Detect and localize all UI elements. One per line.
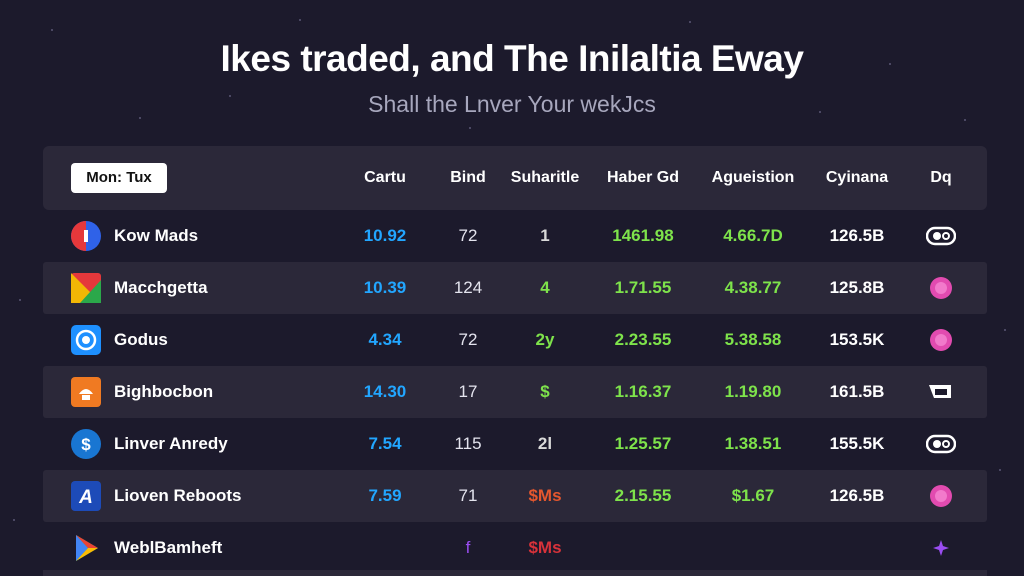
cell-cartu: 14.30 (363, 382, 407, 401)
cell-agueistion: 1.19.80 (724, 382, 782, 401)
blue-a-logo: A (70, 480, 102, 512)
table-row[interactable]: WeblBamheft f $Ms (43, 522, 987, 574)
column-header-agueistion[interactable]: Agueistion (711, 169, 795, 186)
pink-orb-icon[interactable] (913, 314, 969, 366)
table-row[interactable]: Bighbocbon 14.30 17 $1.16.37 1.19.80 161.5B (43, 366, 987, 418)
cell-cyinana: 161.5B (829, 382, 885, 401)
cell-bind: 72 (458, 330, 478, 349)
cell-haber-gd (595, 522, 691, 574)
table-row[interactable]: A Lioven Reboots 7.59 71 $Ms 2.15.55 $1.67 126.… (43, 470, 987, 522)
blue-dollar-logo: $ (70, 428, 102, 460)
table-row[interactable]: $ Linver Anredy 7.54 115 2l 1.25.57 1.38.51 155… (43, 418, 987, 470)
row-name: Godus (114, 330, 168, 349)
cell-suharitle: 1 (540, 226, 550, 245)
cell-suharitle: $ (540, 382, 550, 401)
page-subtitle: Shall the Lnver Your wekJcs (368, 91, 656, 117)
cell-bind: 115 (454, 434, 482, 453)
cell-cyinana: 155.5K (829, 434, 885, 453)
cell-cyinana: 126.5B (829, 486, 885, 505)
cell-haber-gd: 1461.98 (612, 226, 674, 245)
cell-suharitle: 4 (540, 278, 550, 297)
pink-orb-icon[interactable] (913, 262, 969, 314)
cell-cartu: 10.39 (363, 278, 407, 297)
column-header-cartu[interactable]: Cartu (364, 169, 406, 186)
column-header-dq[interactable]: Dq (930, 169, 952, 186)
cell-suharitle: 2l (537, 434, 553, 453)
blue-globe-logo (70, 324, 102, 356)
red-blue-circle-logo (70, 220, 102, 252)
orange-square-logo (70, 376, 102, 408)
table-header: Mon: Tux Cartu Bind Suharitle Haber Gd A… (43, 146, 987, 210)
cell-cartu: 4.34 (368, 330, 402, 349)
cell-haber-gd: 2.23.55 (614, 330, 672, 349)
cell-cyinana: 153.5K (829, 330, 885, 349)
row-name: WeblBamheft (114, 538, 223, 557)
toggle-eye-icon[interactable] (913, 418, 969, 470)
cell-suharitle: 2y (535, 330, 555, 349)
cell-bind: f (465, 538, 471, 557)
pink-orb-icon[interactable] (913, 470, 969, 522)
cell-agueistion: 1.38.51 (724, 434, 782, 453)
column-header-suharitle[interactable]: Suharitle (510, 169, 580, 186)
cell-agueistion: 4.66.7D (723, 226, 783, 245)
toggle-eye-icon[interactable] (913, 210, 969, 262)
row-name: Macchgetta (114, 278, 208, 297)
cell-cartu: 7.59 (368, 486, 402, 505)
cell-agueistion: 5.38.58 (724, 330, 782, 349)
cell-cyinana (815, 522, 899, 574)
cell-bind: 124 (453, 278, 483, 297)
cell-suharitle: $Ms (528, 486, 562, 505)
cup-icon[interactable] (913, 366, 969, 418)
data-table: Mon: Tux Cartu Bind Suharitle Haber Gd A… (43, 146, 987, 574)
purple-star-icon[interactable] (913, 522, 969, 574)
cell-cartu: 7.54 (368, 434, 402, 453)
cell-agueistion (701, 522, 805, 574)
row-name: Bighbocbon (114, 382, 214, 401)
cell-bind: 72 (458, 226, 478, 245)
cell-bind: 71 (458, 486, 478, 505)
table-footer-edge (43, 570, 987, 576)
svg-text:A: A (78, 487, 93, 508)
filter-chip[interactable]: Mon: Tux (71, 163, 167, 193)
cell-haber-gd: 1.71.55 (614, 278, 672, 297)
cell-cyinana: 125.8B (829, 278, 885, 297)
cell-haber-gd: 1.25.57 (614, 434, 672, 453)
column-header-bind[interactable]: Bind (450, 169, 486, 186)
row-name: Lioven Reboots (114, 486, 242, 505)
column-header-cyinana[interactable]: Cyinana (825, 169, 889, 186)
table-row[interactable]: Kow Mads 10.92 72 1 1461.98 4.66.7D 126.5B (43, 210, 987, 262)
table-row[interactable]: Macchgetta 10.39 124 4 1.71.55 4.38.77 125.8B (43, 262, 987, 314)
cell-cyinana: 126.5B (829, 226, 885, 245)
table-row[interactable]: Godus 4.34 72 2y 2.23.55 5.38.58 153.5K (43, 314, 987, 366)
cell-cartu (353, 522, 417, 574)
page-title: Ikes traded, and The Inilaltia Eway (220, 38, 804, 79)
row-name: Kow Mads (114, 226, 199, 245)
cell-suharitle: $Ms (528, 538, 562, 557)
cell-haber-gd: 2.15.55 (614, 486, 672, 505)
column-header-haber-gd[interactable]: Haber Gd (606, 169, 679, 186)
cell-agueistion: 4.38.77 (724, 278, 782, 297)
cell-agueistion: $1.67 (731, 486, 775, 505)
cell-cartu: 10.92 (363, 226, 407, 245)
row-name: Linver Anredy (114, 434, 228, 453)
play-triangle-logo (70, 532, 102, 564)
multicolor-square-logo (70, 272, 102, 304)
cell-haber-gd: 1.16.37 (614, 382, 672, 401)
svg-text:$: $ (81, 435, 91, 454)
cell-bind: 17 (458, 382, 478, 401)
